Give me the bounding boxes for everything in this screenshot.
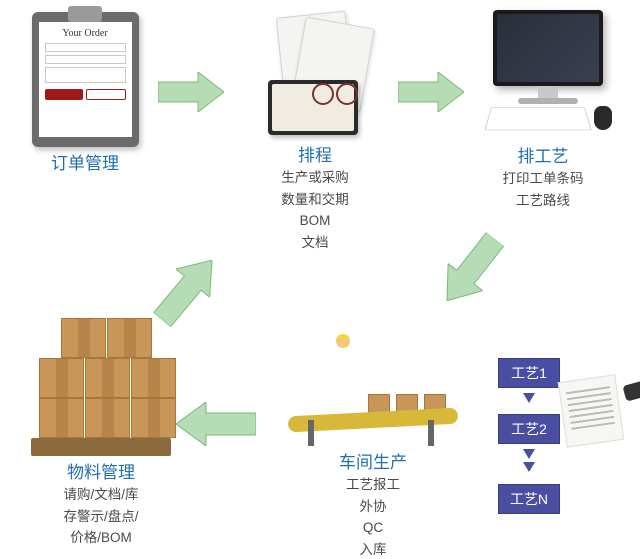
node-production: 车间生产 工艺报工 外协 QC 入库 <box>268 326 478 559</box>
chevron-down-icon <box>523 462 535 472</box>
node-material-sub-2: 价格/BOM <box>70 528 132 548</box>
node-material-title: 物料管理 <box>67 458 135 483</box>
node-material-sub-1: 存警示/盘点/ <box>63 507 138 527</box>
flow-arrow-icon <box>398 72 464 112</box>
process-step-n: 工艺N <box>498 484 560 514</box>
chevron-down-icon <box>523 393 535 403</box>
documents-illustration <box>240 14 390 139</box>
conveyor-illustration <box>278 326 468 446</box>
node-production-sub-3: 入库 <box>360 540 387 559</box>
node-process: 排工艺 打印工单条码 工艺路线 <box>458 10 628 210</box>
process-step-1: 工艺1 <box>498 358 560 388</box>
node-production-sub-2: QC <box>363 518 383 538</box>
node-schedule-sub-1: 数量和交期 <box>281 190 349 210</box>
flow-arrow-icon <box>430 226 513 315</box>
node-schedule-sub-3: 文档 <box>302 233 329 253</box>
node-process-sub-0: 打印工单条码 <box>503 169 584 189</box>
node-process-sub-1: 工艺路线 <box>516 191 570 211</box>
node-process-title: 排工艺 <box>518 142 569 167</box>
node-material-sub-0: 请购/文档/库 <box>63 485 138 505</box>
clipboard-illustration: Your Order <box>32 12 139 147</box>
node-production-sub-0: 工艺报工 <box>346 475 400 495</box>
node-order: Your Order 订单管理 <box>15 12 155 174</box>
node-schedule-title: 排程 <box>298 141 332 166</box>
computer-illustration <box>468 10 618 140</box>
boxes-illustration <box>21 316 181 456</box>
clipboard-button-primary <box>45 89 83 100</box>
barcode-scanner-illustration <box>562 370 640 450</box>
clipboard-button-secondary <box>86 89 126 100</box>
flow-arrow-icon <box>176 402 256 446</box>
node-schedule-sub-0: 生产或采购 <box>281 168 349 188</box>
node-material: 物料管理 请购/文档/库 存警示/盘点/ 价格/BOM <box>16 316 186 548</box>
node-production-title: 车间生产 <box>339 448 407 473</box>
chevron-down-icon <box>523 449 535 459</box>
flow-arrow-icon <box>158 72 224 112</box>
node-schedule-sub-2: BOM <box>300 211 331 231</box>
node-order-title: 订单管理 <box>51 149 119 174</box>
clipboard-title: Your Order <box>45 28 126 39</box>
node-schedule: 排程 生产或采购 数量和交期 BOM 文档 <box>230 14 400 252</box>
node-production-sub-1: 外协 <box>360 497 387 517</box>
process-step-2: 工艺2 <box>498 414 560 444</box>
